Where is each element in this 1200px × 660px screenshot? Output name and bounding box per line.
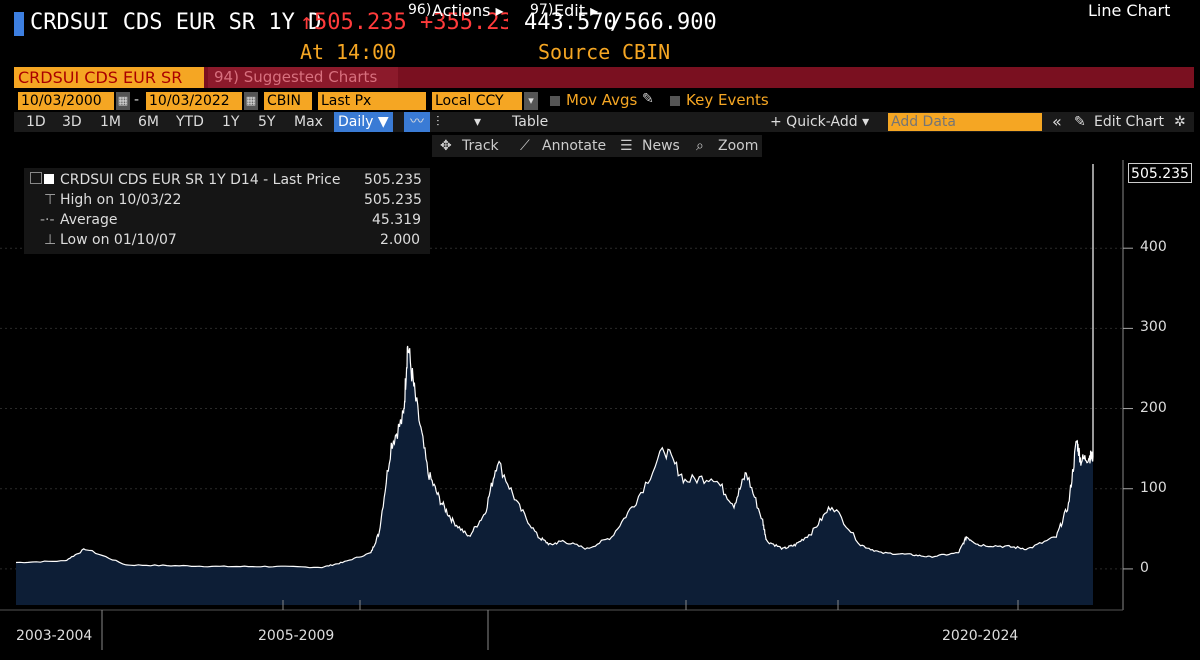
period-1m[interactable]: 1M (100, 114, 121, 130)
x-tick-label: 2005-2009 (258, 628, 335, 644)
low-marker-icon: ⊥ (44, 232, 57, 248)
series-swatch (44, 174, 54, 184)
legend-low-label: Low on 01/10/07 (60, 232, 177, 248)
y-axis-ticks (1123, 247, 1133, 570)
price-line (15, 164, 1094, 569)
magnifier-icon: ⌕ (696, 138, 704, 154)
period-5y[interactable]: 5Y (258, 114, 276, 130)
mov-avgs-label: Mov Avgs (566, 91, 638, 109)
crosshair-icon: ✥ (440, 138, 452, 154)
legend-high-value: 505.235 (364, 192, 422, 208)
source-input[interactable]: CBIN (264, 92, 312, 110)
source-label: Source (538, 40, 611, 64)
actions-menu[interactable]: Actions ▸ (432, 1, 504, 20)
key-events-label: Key Events (686, 91, 769, 109)
add-data-input[interactable] (888, 113, 1042, 131)
period-ytd[interactable]: YTD (176, 114, 204, 130)
y-tick-label: 0 (1140, 559, 1149, 576)
calendar-icon[interactable]: ▦ (244, 92, 258, 110)
average-marker-icon: -·- (40, 212, 55, 228)
legend-average-value: 45.319 (372, 212, 421, 228)
ticker-name[interactable]: CRDSUI CDS EUR SR 1Y D (30, 10, 322, 35)
x-tick-label: 2020-2024 (942, 628, 1019, 644)
y-tick-label: 100 (1140, 479, 1167, 496)
legend-average-label: Average (60, 212, 118, 228)
annotate-button[interactable]: Annotate (542, 138, 607, 154)
period-1y[interactable]: 1Y (222, 114, 240, 130)
quote-header: CRDSUI CDS EUR SR 1Y D ↑ 505.235 +355.23… (0, 10, 1200, 42)
chevron-down-icon[interactable]: ▾ (474, 114, 482, 130)
period-3d[interactable]: 3D (62, 114, 82, 130)
line-chart-icon[interactable]: 〰 (404, 112, 430, 132)
suggested-charts-button[interactable]: 94) Suggested Charts (208, 67, 398, 88)
y-tick-label: 400 (1140, 239, 1167, 256)
source-value: CBIN (622, 40, 671, 64)
range-separator: / (610, 10, 624, 35)
last-value-label: 505.235 (1128, 163, 1192, 183)
x-tick-label: 2003-2004 (16, 628, 93, 644)
security-field[interactable]: CRDSUI CDS EUR SR (14, 67, 204, 88)
frequency-select[interactable]: Daily ▼ (334, 112, 393, 132)
start-date-input[interactable]: 10/03/2000 (18, 92, 114, 110)
price-chart[interactable] (0, 160, 1200, 660)
chart-grid (0, 247, 1123, 570)
suggested-charts-label: 94) Suggested Charts (214, 68, 378, 86)
edit-number: 97) (530, 2, 554, 18)
calendar-icon[interactable]: ▦ (116, 92, 130, 110)
annotate-icon: ⟋ (520, 138, 530, 154)
track-button[interactable]: Track (462, 138, 499, 154)
range-high: 566.900 (624, 10, 717, 35)
period-6m[interactable]: 6M (138, 114, 159, 130)
time-value: 14:00 (336, 40, 397, 64)
up-arrow-icon: ↑ (300, 10, 314, 35)
date-dash: - (134, 92, 140, 108)
wrench-icon[interactable]: ✲ (1174, 114, 1186, 130)
mov-avgs-checkbox[interactable] (550, 96, 560, 106)
quick-add-button[interactable]: + Quick-Add ▾ (770, 114, 870, 130)
collapse-button[interactable]: « (1052, 112, 1062, 131)
pencil-icon[interactable]: ✎ (642, 91, 654, 107)
news-button[interactable]: News (642, 138, 680, 154)
pencil-icon[interactable]: ✎ (1074, 114, 1086, 130)
legend-series-label: CRDSUI CDS EUR SR 1Y D14 - Last Price (60, 172, 341, 188)
security-field-label: CRDSUI CDS EUR SR (18, 68, 183, 87)
price-change: +355.23( (420, 10, 508, 35)
quote-subheader: At 14:00 Source CBIN (0, 40, 1200, 66)
legend-high-label: High on 10/03/22 (60, 192, 182, 208)
currency-select[interactable]: Local CCY (432, 92, 522, 110)
news-icon: ☰ (620, 138, 633, 154)
edit-menu[interactable]: Edit ▸ (554, 1, 599, 20)
table-button[interactable]: Table (512, 114, 549, 130)
chart-tools-bar (432, 135, 762, 157)
chevron-down-icon[interactable]: ▾ (524, 92, 538, 110)
edit-chart-button[interactable]: Edit Chart (1094, 114, 1165, 130)
candlestick-icon[interactable]: ⫶ (436, 114, 440, 130)
period-1d[interactable]: 1D (26, 114, 46, 130)
y-tick-label: 200 (1140, 399, 1167, 416)
y-tick-label: 300 (1140, 319, 1167, 336)
legend-panel (24, 168, 430, 254)
end-date-input[interactable]: 10/03/2022 (146, 92, 242, 110)
key-events-checkbox[interactable] (670, 96, 680, 106)
time-label: At (300, 40, 325, 64)
actions-number: 96) (408, 2, 432, 18)
security-marker (14, 12, 24, 36)
collapse-legend-icon[interactable] (30, 172, 42, 184)
x-axis-separators (101, 600, 1019, 650)
high-marker-icon: ⊤ (44, 192, 57, 208)
last-price: 505.235 (314, 10, 407, 35)
legend-series-value: 505.235 (364, 172, 422, 188)
range-low: 443.570 (524, 10, 617, 35)
zoom-button[interactable]: Zoom (718, 138, 759, 154)
field-input[interactable]: Last Px (318, 92, 426, 110)
period-max[interactable]: Max (294, 114, 323, 130)
legend-low-value: 2.000 (380, 232, 421, 248)
chart-type-label[interactable]: Line Chart (1088, 1, 1171, 20)
price-area (16, 164, 1093, 605)
